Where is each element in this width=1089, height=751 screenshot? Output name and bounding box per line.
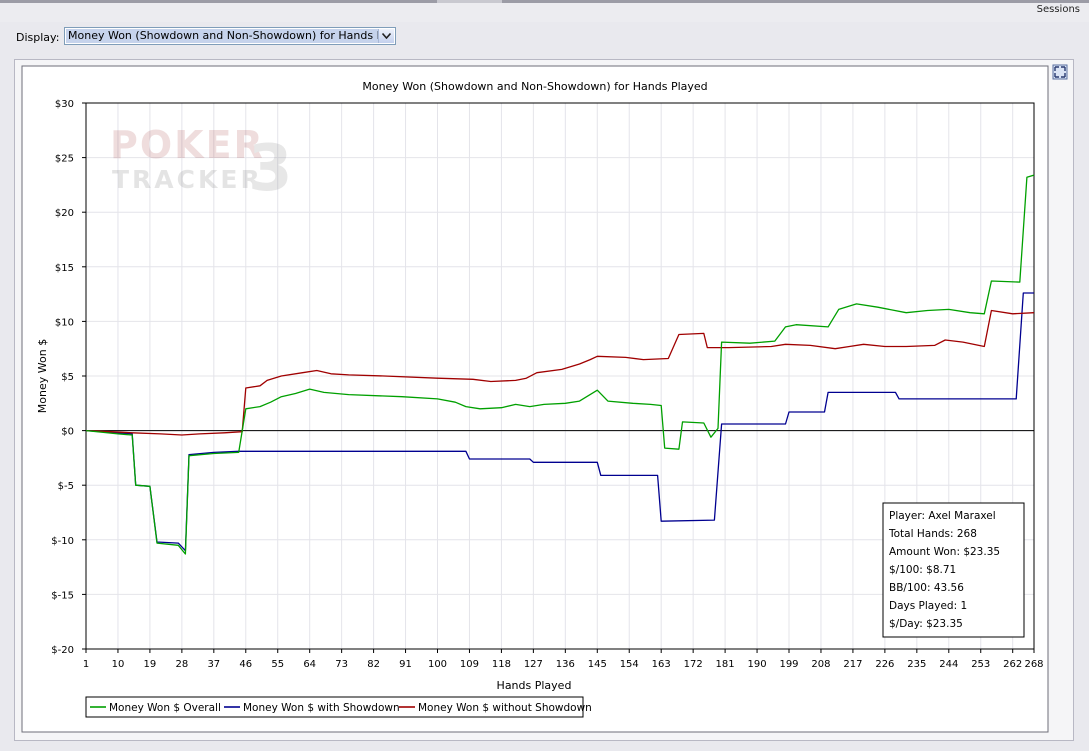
x-tick-label: 154 [620, 659, 639, 670]
x-axis-label: Hands Played [497, 679, 572, 692]
x-tick-label: 19 [144, 659, 157, 670]
series-line-1 [85, 292, 1034, 552]
y-tick-label: $10 [55, 317, 74, 328]
watermark-mark: 3 [248, 132, 293, 206]
tab-segment[interactable] [0, 0, 437, 3]
y-tick-label: $-5 [58, 481, 74, 492]
x-tick-label: 91 [399, 659, 412, 670]
info-box-line: Player: Axel Maraxel [889, 510, 996, 522]
y-tick-label: $20 [55, 208, 74, 219]
y-axis-label: Money Won $ [36, 339, 49, 413]
info-box-line: Total Hands: 268 [888, 528, 977, 540]
chart-area [21, 65, 1049, 733]
y-axis-ticks: $-20 $-15 $-10 $-5 $0 $5 $10 $15 $20 $25 $30 [51, 99, 86, 656]
x-tick-label: 28 [175, 659, 188, 670]
info-box-frame [882, 502, 1025, 638]
x-tick-label: 181 [716, 659, 735, 670]
x-axis-ticks: 1 10 19 28 37 46 55 64 73 82 91 100 109 118 127 136 145 1… [83, 649, 1044, 670]
x-tick-label: 190 [748, 659, 767, 670]
x-tick-label: 73 [335, 659, 348, 670]
x-tick-label: 10 [112, 659, 125, 670]
x-tick-label: 55 [271, 659, 284, 670]
x-tick-label: 127 [524, 659, 543, 670]
x-tick-label: 118 [492, 659, 511, 670]
display-dropdown[interactable]: Money Won (Showdown and Non-Showdown) fo… [64, 27, 396, 45]
info-box-line: Amount Won: $23.35 [889, 546, 1000, 558]
chevron-down-icon[interactable] [378, 29, 394, 43]
x-tick-label: 100 [428, 659, 447, 670]
x-tick-label: 199 [779, 659, 798, 670]
sessions-link[interactable]: Sessions [1036, 4, 1080, 15]
info-box-line: BB/100: 43.56 [889, 582, 964, 594]
x-tick-label: 253 [971, 659, 990, 670]
watermark-line1: POKER [110, 123, 265, 167]
x-tick-label: 262 [1003, 659, 1022, 670]
expand-icon[interactable] [1052, 64, 1068, 80]
tab-segment[interactable] [502, 0, 1089, 3]
y-tick-label: $-15 [51, 590, 74, 601]
y-tick-label: $-10 [51, 536, 74, 547]
y-tick-label: $-20 [51, 645, 74, 656]
x-tick-label: 136 [556, 659, 575, 670]
chart-title: Money Won (Showdown and Non-Showdown) fo… [362, 80, 707, 93]
x-tick-label: 163 [652, 659, 671, 670]
watermark-logo: POKER TRACKER 3 [110, 123, 293, 206]
x-tick-label: 244 [939, 659, 958, 670]
watermark-line2: TRACKER [112, 165, 263, 194]
tab-strip [0, 0, 1089, 3]
info-box-line: $/100: $8.71 [889, 564, 956, 576]
top-bar: Sessions [0, 0, 1089, 22]
display-dropdown-value: Money Won (Showdown and Non-Showdown) fo… [66, 29, 378, 43]
x-tick-label: 82 [367, 659, 380, 670]
series-line-2 [85, 309, 1035, 436]
display-label: Display: [16, 31, 60, 44]
x-tick-label: 37 [207, 659, 220, 670]
x-tick-label: 268 [1024, 659, 1043, 670]
series-line-0 [85, 174, 1035, 555]
x-tick-label: 208 [811, 659, 830, 670]
x-tick-label: 235 [907, 659, 926, 670]
legend-entry: Money Won $ without Showdown [418, 702, 592, 714]
series-lines [85, 174, 1035, 555]
x-tick-label: 172 [684, 659, 703, 670]
y-tick-label: $15 [55, 263, 74, 274]
x-tick-label: 1 [83, 659, 89, 670]
x-tick-label: 145 [588, 659, 607, 670]
y-tick-label: $0 [61, 427, 74, 438]
x-tick-label: 64 [303, 659, 316, 670]
info-box-line: $/Day: $23.35 [889, 618, 963, 630]
x-tick-label: 217 [843, 659, 862, 670]
info-box: Player: Axel Maraxel Total Hands: 268 Amou… [882, 502, 1025, 638]
y-tick-label: $5 [61, 372, 74, 383]
x-tick-label: 226 [875, 659, 894, 670]
legend: Money Won $ Overall Money Won $ with Show… [85, 696, 592, 718]
y-tick-label: $30 [55, 99, 74, 110]
y-tick-label: $25 [55, 154, 74, 165]
x-tick-label: 109 [460, 659, 479, 670]
info-box-line: Days Played: 1 [889, 600, 967, 612]
legend-entry: Money Won $ with Showdown [243, 702, 400, 714]
legend-frame [85, 696, 584, 718]
x-tick-label: 46 [239, 659, 252, 670]
legend-entry: Money Won $ Overall [109, 702, 221, 714]
